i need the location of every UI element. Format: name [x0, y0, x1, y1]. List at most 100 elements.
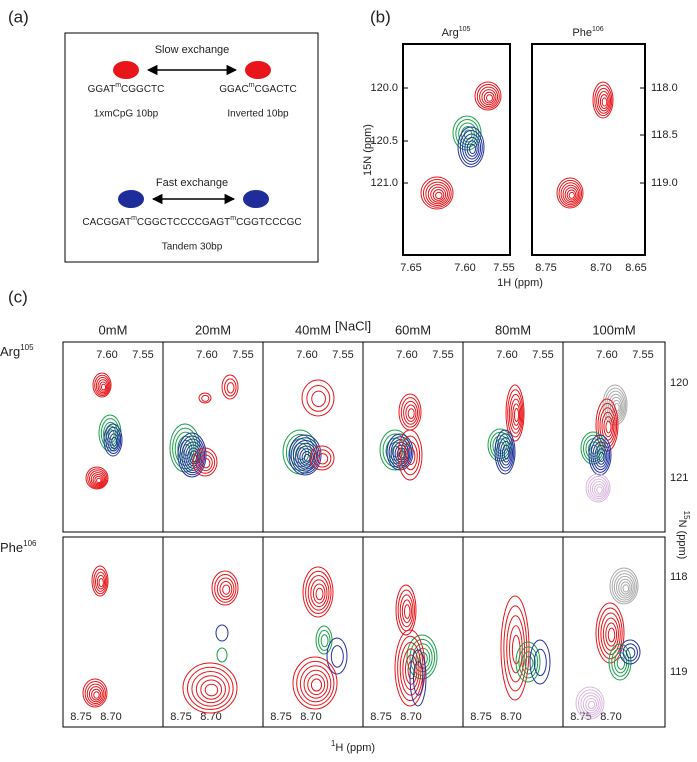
contour — [616, 575, 634, 599]
contour — [397, 635, 424, 702]
x-tick-label: 7.65 — [400, 262, 421, 274]
x-tick-label: 8.75 — [370, 711, 391, 723]
x-tick-label: 8.70 — [500, 711, 521, 723]
dna-dot — [118, 190, 144, 208]
x-tick-label: 7.60 — [396, 349, 417, 361]
contour — [92, 473, 104, 486]
contour — [513, 408, 520, 422]
contour — [618, 578, 633, 597]
row-label: Arg105 — [0, 343, 34, 359]
contour — [105, 426, 122, 454]
contour — [560, 182, 581, 206]
contour — [312, 583, 326, 604]
column-header: 80mM — [495, 322, 531, 337]
y-axis-label: 15N (ppm) — [676, 511, 691, 560]
contour — [97, 379, 109, 394]
contour — [598, 91, 610, 112]
contour — [192, 447, 218, 477]
contour — [616, 656, 626, 670]
contour — [427, 184, 448, 205]
contour — [313, 449, 332, 468]
contour — [191, 670, 230, 707]
contour — [400, 435, 421, 476]
x-tick-label: 7.60 — [296, 349, 317, 361]
contour — [182, 662, 238, 714]
contour — [592, 81, 614, 119]
spectrum-frame — [462, 341, 564, 533]
contour — [510, 398, 522, 430]
x-tick-label: 8.65 — [625, 262, 646, 274]
contour — [403, 441, 418, 471]
contour — [506, 615, 526, 683]
spectrum-frame — [62, 536, 164, 728]
contour — [507, 389, 524, 438]
contour — [89, 470, 107, 488]
x-tick-label: 8.70 — [600, 711, 621, 723]
spectrum-frame — [462, 536, 564, 728]
contour — [395, 584, 417, 636]
column-header: 40mM — [295, 322, 331, 337]
y-tick-label: 120.5 — [370, 135, 398, 147]
contour — [111, 436, 118, 447]
contour — [613, 573, 636, 601]
contour — [481, 89, 497, 106]
dna-name: 1xmCpG 10bp — [94, 109, 159, 120]
dna-dot — [245, 61, 271, 79]
contour — [388, 436, 413, 469]
contour — [620, 581, 631, 595]
contour — [296, 660, 335, 706]
residue-title: Phe106 — [572, 26, 603, 39]
y-tick-label: 121.0 — [370, 177, 398, 189]
contour — [189, 450, 199, 465]
contour — [608, 643, 632, 681]
contour — [594, 84, 613, 117]
contour — [397, 429, 423, 481]
contour — [524, 656, 534, 671]
contour — [90, 472, 106, 487]
contour — [84, 681, 106, 706]
contour — [316, 453, 329, 465]
x-tick-label: 8.75 — [470, 711, 491, 723]
contour — [599, 94, 609, 110]
contour — [299, 665, 332, 703]
contour — [603, 416, 613, 438]
contour — [215, 624, 229, 642]
contour — [508, 393, 523, 434]
y-tick-label: 120 — [670, 377, 688, 389]
contour — [609, 567, 639, 605]
x-tick-label: 7.55 — [632, 349, 653, 361]
x-tick-label: 7.60 — [496, 349, 517, 361]
contour — [96, 574, 106, 590]
contour — [590, 444, 598, 455]
x-tick-label: 7.60 — [96, 349, 117, 361]
dna-name: Inverted 10bp — [227, 109, 289, 120]
contour — [305, 570, 332, 615]
y-tick-label: 119.0 — [651, 177, 678, 189]
contour — [303, 669, 329, 699]
contour — [403, 604, 411, 619]
x-tick-label: 7.60 — [596, 349, 617, 361]
contour — [483, 91, 495, 104]
contour — [597, 402, 618, 448]
contour — [604, 387, 627, 424]
panel-label: (a) — [8, 7, 29, 26]
x-tick-label: 7.55 — [432, 349, 453, 361]
contour — [306, 385, 331, 412]
contour — [592, 441, 609, 471]
contour — [301, 379, 335, 417]
contour — [403, 400, 419, 425]
contour — [107, 429, 115, 441]
x-tick-label: 7.55 — [493, 262, 514, 274]
contour — [588, 434, 612, 476]
contour — [607, 627, 616, 643]
dna-name: Tandem 30bp — [162, 242, 223, 253]
contour — [464, 136, 480, 160]
contour — [99, 381, 108, 392]
contour — [204, 683, 219, 697]
contour — [326, 637, 348, 675]
contour — [226, 382, 235, 394]
contour — [469, 143, 476, 155]
contour — [422, 179, 452, 208]
column-header: 0mM — [99, 322, 128, 337]
panel-a-frame — [64, 32, 319, 263]
